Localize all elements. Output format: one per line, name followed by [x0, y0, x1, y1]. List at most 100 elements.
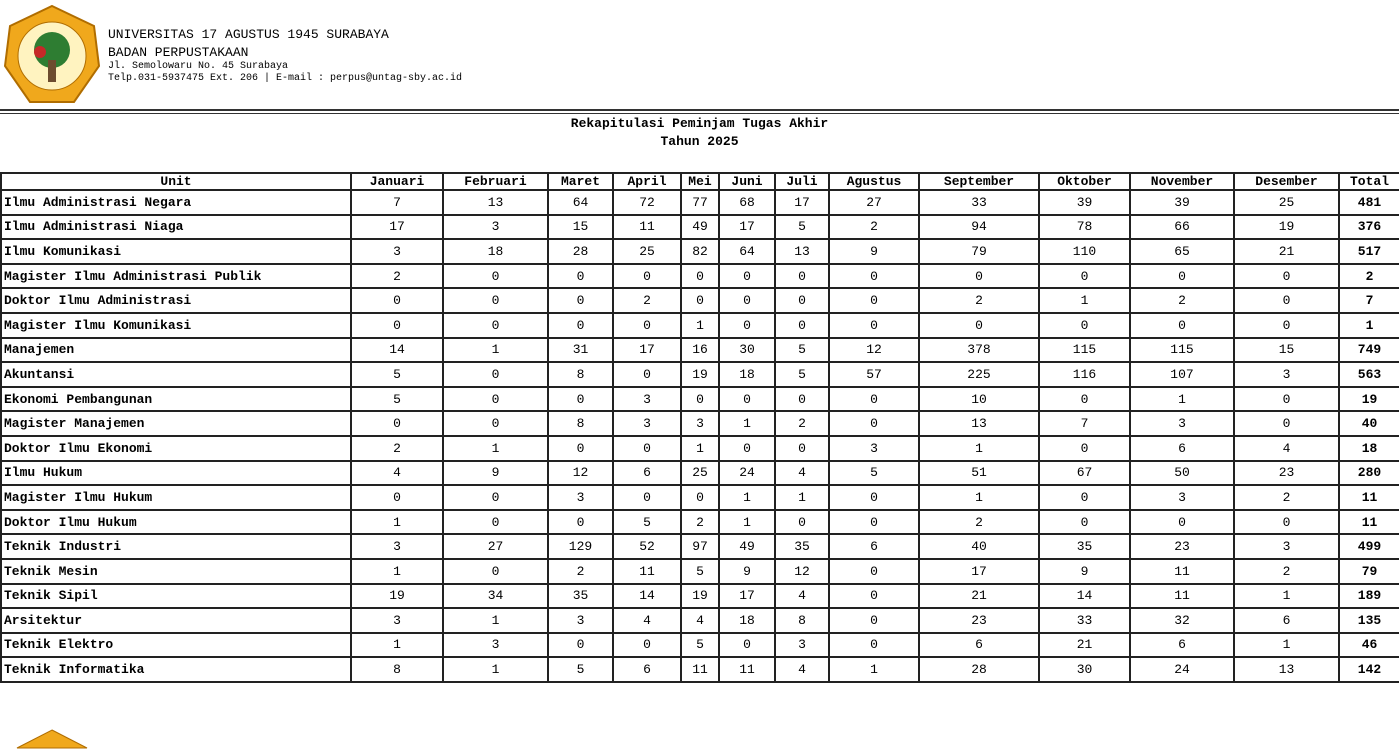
value-cell: 11	[680, 656, 720, 683]
value-cell: 4	[1233, 434, 1340, 462]
value-cell: 18	[718, 361, 776, 388]
value-cell: 6	[828, 533, 920, 560]
value-cell: 2	[774, 410, 830, 437]
value-cell: 0	[442, 287, 549, 314]
value-cell: 4	[774, 459, 830, 487]
total-cell: 517	[1338, 238, 1399, 265]
column-header: Oktober	[1038, 172, 1131, 191]
value-cell: 1	[442, 607, 549, 634]
unit-cell: Ilmu Administrasi Negara	[0, 189, 352, 216]
value-cell: 0	[718, 311, 776, 339]
value-cell: 0	[612, 484, 682, 511]
value-cell: 25	[680, 459, 720, 487]
value-cell: 0	[774, 434, 830, 462]
value-cell: 7	[350, 189, 444, 216]
value-cell: 9	[718, 557, 776, 585]
value-cell: 11	[1129, 582, 1235, 610]
value-cell: 2	[1129, 287, 1235, 314]
value-cell: 0	[547, 631, 614, 659]
value-cell: 0	[718, 287, 776, 314]
unit-cell: Magister Manajemen	[0, 410, 352, 437]
value-cell: 6	[612, 459, 682, 487]
table-row: Arsitektur 3 1 3 4 4 18 8 0 23 33 32 6 135	[0, 607, 1399, 634]
value-cell: 0	[1233, 311, 1340, 339]
value-cell: 0	[828, 287, 920, 314]
value-cell: 0	[547, 508, 614, 536]
value-cell: 0	[442, 311, 549, 339]
value-cell: 0	[612, 311, 682, 339]
value-cell: 21	[1038, 631, 1131, 659]
value-cell: 0	[350, 484, 444, 511]
total-cell: 280	[1338, 459, 1399, 487]
value-cell: 1	[1038, 287, 1131, 314]
value-cell: 49	[680, 213, 720, 241]
value-cell: 0	[774, 311, 830, 339]
value-cell: 0	[828, 311, 920, 339]
report-title: Rekapitulasi Peminjam Tugas Akhir	[570, 116, 829, 131]
value-cell: 31	[547, 336, 614, 364]
unit-cell: Teknik Sipil	[0, 582, 352, 610]
value-cell: 9	[1038, 557, 1131, 585]
value-cell: 8	[547, 410, 614, 437]
value-cell: 1	[1129, 385, 1235, 413]
column-header: September	[918, 172, 1040, 191]
value-cell: 18	[442, 238, 549, 265]
value-cell: 0	[828, 557, 920, 585]
value-cell: 1	[918, 484, 1040, 511]
column-header: April	[612, 172, 682, 191]
value-cell: 2	[918, 508, 1040, 536]
value-cell: 11	[612, 557, 682, 585]
value-cell: 0	[612, 361, 682, 388]
value-cell: 14	[350, 336, 444, 364]
value-cell: 0	[1038, 262, 1131, 290]
value-cell: 25	[1233, 189, 1340, 216]
value-cell: 27	[828, 189, 920, 216]
value-cell: 5	[680, 631, 720, 659]
value-cell: 0	[612, 631, 682, 659]
value-cell: 23	[918, 607, 1040, 634]
value-cell: 8	[547, 361, 614, 388]
value-cell: 3	[547, 607, 614, 634]
value-cell: 1	[680, 434, 720, 462]
value-cell: 5	[828, 459, 920, 487]
value-cell: 72	[612, 189, 682, 216]
value-cell: 9	[442, 459, 549, 487]
value-cell: 30	[718, 336, 776, 364]
table-row: Teknik Elektro 1 3 0 0 5 0 3 0 6 21 6 1 46	[0, 631, 1399, 659]
unit-cell: Ilmu Administrasi Niaga	[0, 213, 352, 241]
value-cell: 35	[547, 582, 614, 610]
value-cell: 1	[442, 336, 549, 364]
value-cell: 6	[612, 656, 682, 683]
value-cell: 12	[828, 336, 920, 364]
value-cell: 65	[1129, 238, 1235, 265]
value-cell: 35	[1038, 533, 1131, 560]
table-row: Ilmu Administrasi Niaga 17 3 15 11 49 17 5 2 94 78…	[0, 213, 1399, 241]
address: Jl. Semolowaru No. 45 Surabaya	[108, 61, 289, 72]
table-row: Teknik Informatika 8 1 5 6 11 11 4 1 28 30 24 13 142	[0, 656, 1399, 683]
total-cell: 481	[1338, 189, 1399, 216]
unit-cell: Ilmu Komunikasi	[0, 238, 352, 265]
value-cell: 1	[1233, 631, 1340, 659]
column-header: Agustus	[828, 172, 920, 191]
value-cell: 15	[1233, 336, 1340, 364]
separator	[0, 113, 1399, 114]
value-cell: 13	[1233, 656, 1340, 683]
value-cell: 0	[718, 434, 776, 462]
value-cell: 0	[547, 287, 614, 314]
value-cell: 0	[680, 262, 720, 290]
value-cell: 0	[918, 262, 1040, 290]
total-cell: 376	[1338, 213, 1399, 241]
value-cell: 50	[1129, 459, 1235, 487]
value-cell: 13	[774, 238, 830, 265]
value-cell: 7	[1038, 410, 1131, 437]
loan-table: Unit Januari Februari Maret April Mei Juni Juli…	[0, 172, 1399, 683]
value-cell: 1	[774, 484, 830, 511]
value-cell: 24	[718, 459, 776, 487]
column-header: Januari	[350, 172, 444, 191]
value-cell: 0	[547, 385, 614, 413]
value-cell: 24	[1129, 656, 1235, 683]
unit-cell: Akuntansi	[0, 361, 352, 388]
value-cell: 27	[442, 533, 549, 560]
value-cell: 11	[718, 656, 776, 683]
total-cell: 11	[1338, 484, 1399, 511]
